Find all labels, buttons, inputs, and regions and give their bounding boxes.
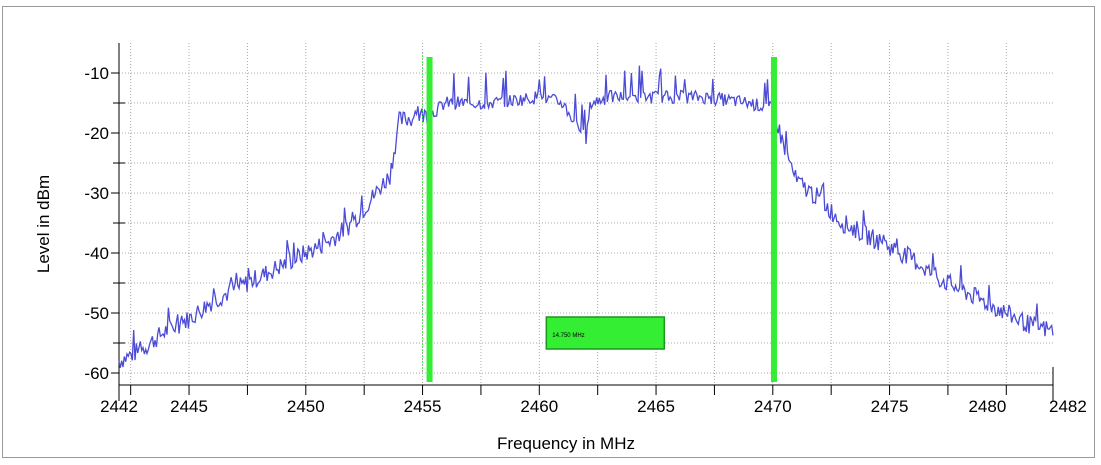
y-tick-label: -40: [84, 244, 109, 263]
y-tick-label: -50: [84, 304, 109, 323]
x-tick-label: 2465: [637, 397, 675, 416]
chart-frame: -10 -20 -30 -40 -50 -60 2442 2445 2450 2455 2460 24…: [2, 6, 1095, 458]
bandwidth-label: 14.750 MHz: [552, 333, 584, 339]
chart-svg: -10 -20 -30 -40 -50 -60 2442 2445 2450 2455 2460 24…: [34, 43, 1087, 453]
spectrum-trace: [118, 65, 1054, 368]
x-tick-label: 2450: [287, 397, 325, 416]
y-tick-label: -60: [84, 364, 109, 383]
bandwidth-marker-line[interactable]: [426, 57, 433, 382]
x-tick-label: 2482: [1049, 397, 1087, 416]
y-tick-label: -20: [84, 124, 109, 143]
x-tick-label: 2460: [520, 397, 558, 416]
bandwidth-label-box: [545, 316, 666, 350]
x-tick-label: 2480: [968, 397, 1006, 416]
x-axis-title: Frequency in MHz: [497, 434, 635, 453]
x-tick-label: 2455: [404, 397, 442, 416]
y-tick-label: -30: [84, 184, 109, 203]
x-tick-label: 2445: [170, 397, 208, 416]
x-tick-label: 2442: [100, 397, 138, 416]
x-tick-label: 2470: [754, 397, 792, 416]
y-axis-title: Level in dBm: [34, 175, 53, 273]
y-tick-label: -10: [84, 64, 109, 83]
bandwidth-marker-line[interactable]: [770, 57, 777, 382]
x-tick-label: 2475: [871, 397, 909, 416]
